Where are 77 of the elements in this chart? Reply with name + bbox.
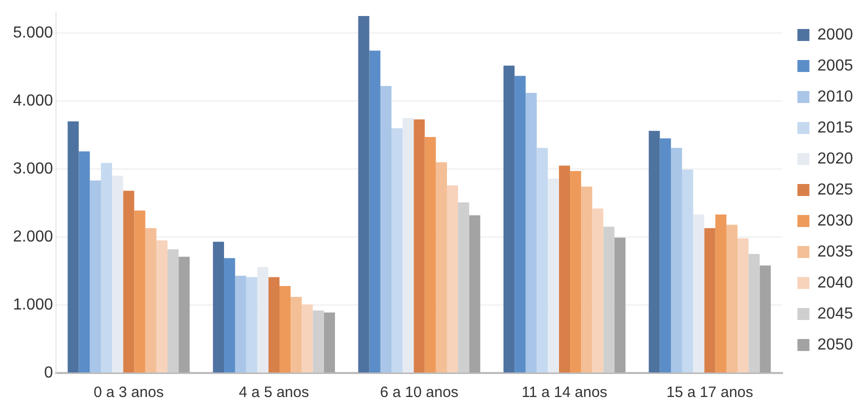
- bar: [726, 224, 738, 372]
- bar: [514, 76, 526, 372]
- bar: [648, 130, 660, 372]
- bar: [391, 128, 403, 372]
- bar: [760, 266, 771, 372]
- bar: [290, 296, 302, 372]
- bar: [156, 240, 168, 372]
- legend-label: 2025: [817, 181, 854, 198]
- legend-label: 2000: [817, 26, 854, 44]
- bar: [134, 210, 146, 372]
- bar: [68, 121, 79, 372]
- bar: [324, 312, 335, 372]
- bar: [145, 228, 156, 372]
- bar: [738, 238, 749, 372]
- bar: [715, 214, 726, 372]
- bar: [90, 180, 101, 372]
- bar: [257, 266, 268, 372]
- y-tick-label: 5.000: [12, 24, 54, 42]
- y-tick-label: 4.000: [12, 92, 54, 110]
- bar: [670, 148, 682, 372]
- bar: [581, 186, 592, 372]
- legend-label: 2050: [817, 336, 854, 354]
- bar: [748, 254, 760, 372]
- bar: [548, 178, 559, 372]
- bar: [558, 166, 570, 372]
- x-tick-label: 15 a 17 anos: [666, 384, 754, 402]
- legend-label: 2005: [817, 57, 854, 74]
- bar: [178, 256, 190, 372]
- bar: [424, 137, 436, 372]
- bar: [503, 66, 515, 372]
- bar: [78, 151, 90, 372]
- bar: [660, 138, 671, 372]
- legend-label: 2010: [817, 88, 854, 106]
- x-tick-label: 6 a 10 anos: [380, 384, 458, 402]
- x-tick-label: 11 a 14 anos: [522, 384, 608, 402]
- bar: [168, 249, 179, 372]
- bar: [592, 208, 604, 372]
- bar: [235, 276, 246, 372]
- bar: [380, 86, 392, 372]
- bar: [112, 176, 124, 372]
- legend-label: 2035: [817, 243, 854, 260]
- bar: [358, 16, 370, 372]
- bar: [212, 242, 224, 372]
- y-tick-label: 0: [44, 364, 54, 382]
- bar: [302, 304, 313, 372]
- legend-label: 2015: [817, 119, 854, 136]
- bar: [469, 215, 480, 372]
- bar: [704, 228, 716, 372]
- bar: [369, 50, 380, 372]
- bar: [279, 286, 291, 372]
- bar: [693, 214, 704, 372]
- legend-label: 2040: [817, 274, 854, 292]
- y-tick-label: 1.000: [12, 296, 54, 314]
- legend-label: 2030: [817, 212, 854, 230]
- bar: [614, 238, 626, 372]
- bar: [682, 170, 694, 372]
- legend-label: 2020: [817, 150, 854, 168]
- bar: [570, 171, 582, 372]
- bar: [458, 202, 470, 372]
- bar: [526, 92, 537, 372]
- y-tick-label: 3.000: [12, 160, 54, 178]
- bar: [414, 119, 425, 372]
- x-tick-label: 4 a 5 anos: [238, 384, 309, 402]
- x-tick-label: 0 a 3 anos: [94, 384, 164, 402]
- y-tick-label: 2.000: [12, 228, 54, 246]
- bar: [268, 277, 280, 372]
- bar: [536, 148, 548, 372]
- bar: [100, 162, 112, 372]
- bar: [446, 185, 458, 372]
- bar: [603, 226, 614, 372]
- bar: [224, 258, 236, 372]
- bar: [402, 118, 414, 372]
- bar: [312, 310, 324, 372]
- bar: [246, 277, 258, 372]
- bar: [123, 190, 134, 372]
- legend-label: 2045: [817, 305, 854, 322]
- bar: [436, 162, 447, 372]
